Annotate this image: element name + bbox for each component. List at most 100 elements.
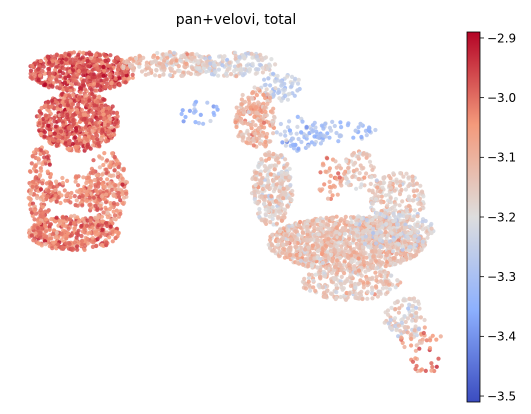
- scatter-point: [54, 199, 59, 204]
- scatter-point: [86, 128, 91, 133]
- scatter-point: [370, 201, 375, 206]
- scatter-point: [359, 182, 364, 187]
- scatter-point: [402, 251, 407, 256]
- scatter-point: [101, 210, 106, 215]
- scatter-point: [71, 61, 76, 66]
- scatter-point: [301, 262, 306, 267]
- scatter-point: [334, 214, 339, 219]
- scatter-point: [407, 198, 412, 203]
- scatter-point: [263, 152, 268, 157]
- scatter-point: [180, 108, 185, 113]
- scatter-point: [378, 181, 383, 186]
- scatter-point: [52, 131, 57, 136]
- scatter-point: [80, 79, 85, 84]
- scatter-point: [196, 121, 201, 126]
- scatter-point: [276, 214, 281, 219]
- scatter-point: [68, 124, 73, 129]
- scatter-point: [303, 257, 308, 262]
- scatter-point: [344, 297, 349, 302]
- scatter-point: [330, 258, 335, 264]
- scatter-point: [329, 252, 334, 257]
- scatter-point: [57, 190, 62, 195]
- scatter-point: [343, 279, 348, 284]
- scatter-point: [59, 92, 64, 97]
- scatter-point: [40, 211, 46, 216]
- scatter-point: [355, 261, 360, 266]
- scatter-point: [336, 171, 341, 176]
- scatter-point: [365, 261, 370, 266]
- scatter-point: [75, 203, 80, 208]
- scatter-point: [92, 177, 97, 183]
- scatter-point: [80, 100, 85, 105]
- scatter-point: [91, 158, 96, 163]
- scatter-point: [268, 63, 273, 68]
- scatter-point: [246, 110, 251, 115]
- scatter-point: [311, 285, 316, 290]
- scatter-point: [37, 173, 43, 179]
- scatter-point: [339, 125, 344, 130]
- scatter-point: [108, 134, 113, 139]
- scatter-point: [254, 136, 259, 141]
- scatter-point: [279, 173, 284, 178]
- scatter-point: [318, 268, 323, 273]
- scatter-point: [359, 134, 364, 140]
- scatter-point: [341, 286, 346, 291]
- scatter-point: [47, 137, 52, 142]
- scatter-point: [117, 83, 122, 88]
- scatter-point: [355, 244, 360, 249]
- scatter-point: [47, 227, 52, 232]
- scatter-point: [88, 117, 93, 122]
- scatter-point: [253, 123, 258, 128]
- scatter-point: [84, 93, 89, 98]
- scatter-point: [299, 130, 304, 135]
- scatter-point: [265, 66, 270, 71]
- scatter-point: [365, 280, 370, 285]
- scatter-point: [266, 180, 271, 185]
- scatter-point: [361, 152, 366, 157]
- scatter-point: [337, 133, 342, 138]
- scatter-point: [262, 120, 267, 125]
- scatter-point: [320, 260, 325, 265]
- scatter-point: [320, 161, 326, 166]
- scatter-point: [84, 103, 89, 108]
- scatter-point: [403, 187, 408, 192]
- scatter-point: [304, 133, 309, 138]
- scatter-point: [393, 285, 398, 290]
- scatter-point: [70, 246, 75, 251]
- scatter-point: [265, 131, 270, 137]
- scatter-point: [74, 148, 79, 153]
- scatter-point: [216, 67, 221, 72]
- scatter-point: [282, 255, 287, 260]
- scatter-point: [262, 201, 267, 206]
- scatter-point: [94, 100, 99, 105]
- scatter-point: [332, 277, 337, 282]
- scatter-point: [412, 193, 417, 199]
- scatter-point: [110, 151, 115, 156]
- scatter-point: [323, 253, 328, 258]
- scatter-point: [112, 213, 118, 218]
- scatter-point: [391, 171, 396, 176]
- scatter-point: [327, 135, 332, 140]
- scatter-point: [274, 199, 279, 204]
- scatter-point: [99, 214, 105, 219]
- scatter-point: [82, 247, 87, 252]
- scatter-point: [85, 144, 90, 149]
- scatter-point: [312, 256, 317, 261]
- scatter-point: [387, 257, 392, 262]
- scatter-point: [53, 193, 58, 198]
- scatter-point: [169, 58, 174, 63]
- scatter-point: [281, 196, 286, 201]
- scatter-point: [97, 74, 102, 79]
- scatter-point: [406, 194, 412, 199]
- scatter-point: [309, 222, 315, 227]
- scatter-point: [334, 290, 339, 295]
- scatter-point: [281, 186, 286, 191]
- scatter-point: [375, 294, 380, 299]
- scatter-point: [238, 117, 243, 122]
- scatter-point: [50, 84, 55, 89]
- scatter-point: [162, 68, 167, 73]
- scatter-point: [380, 260, 385, 265]
- scatter-point: [284, 233, 289, 238]
- scatter-point: [99, 194, 104, 199]
- scatter-point: [79, 233, 84, 239]
